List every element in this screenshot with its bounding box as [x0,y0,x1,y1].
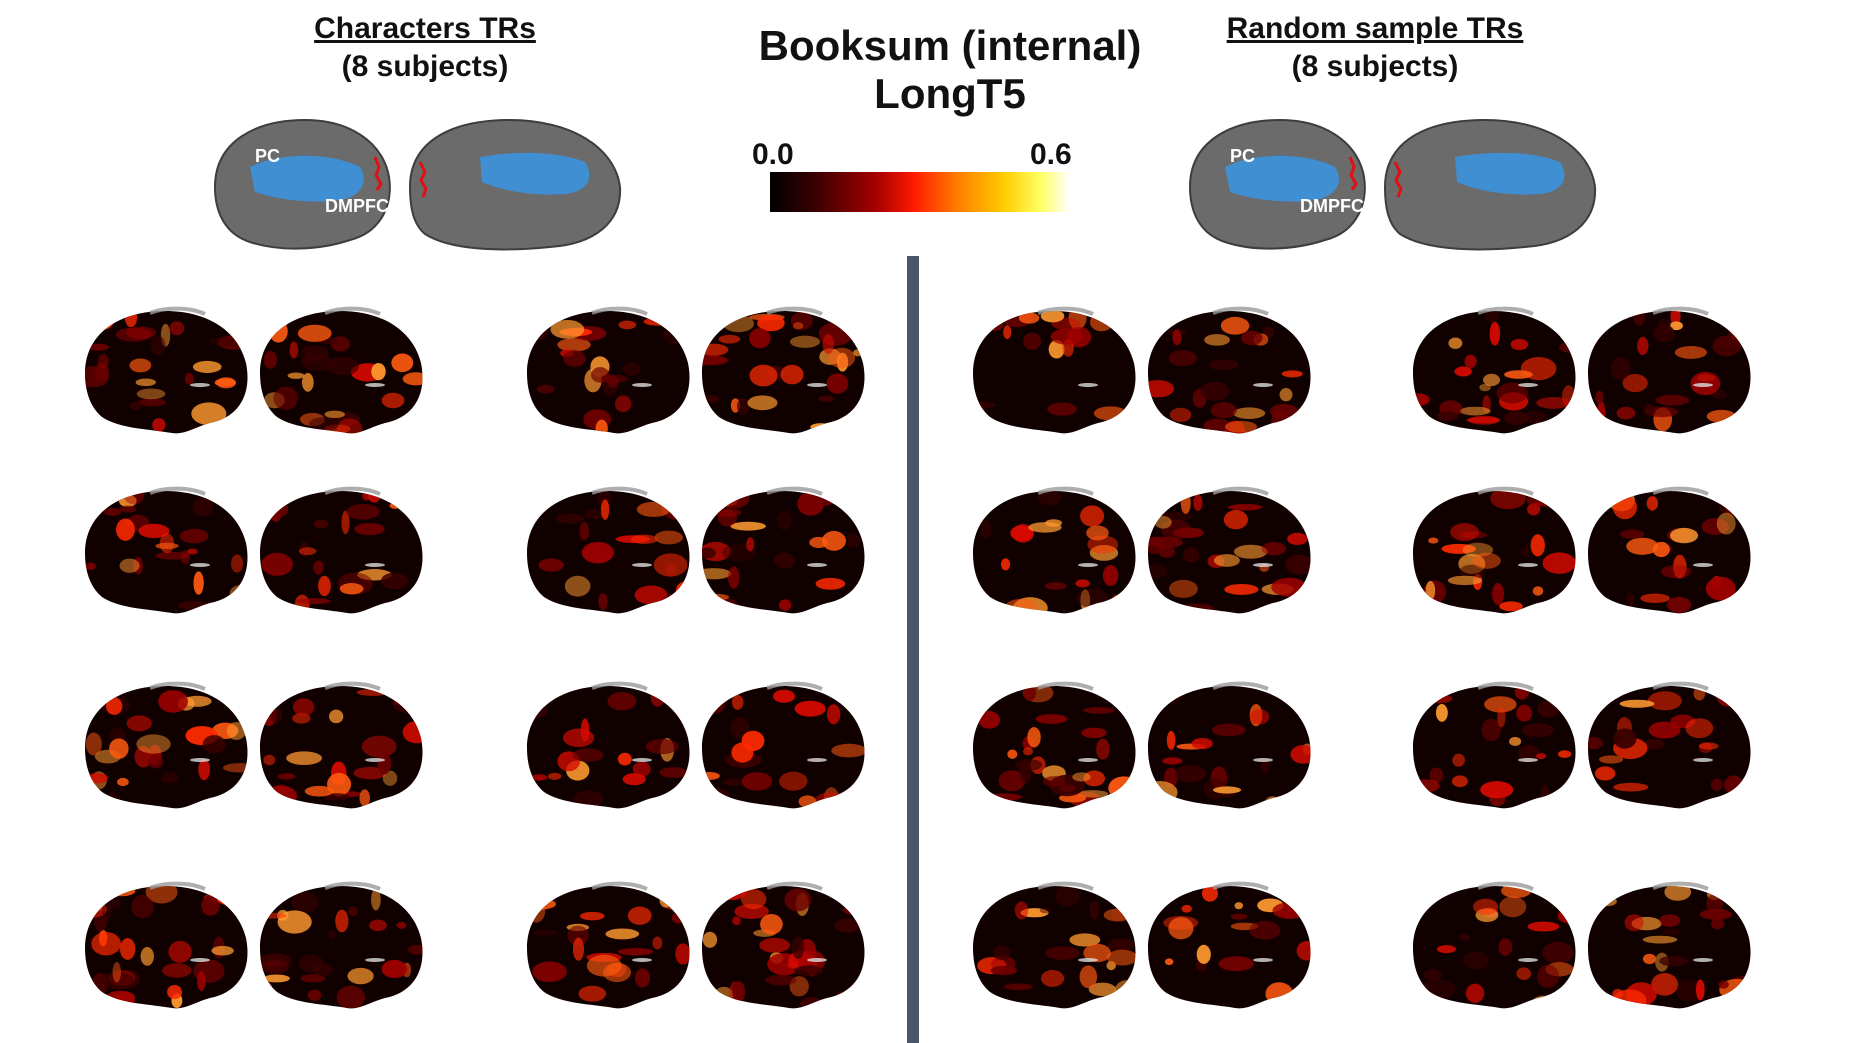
left-hemisphere [1413,881,1576,1009]
colorbar-min-label: 0.0 [752,138,794,171]
left-hemisphere [527,681,690,809]
right-hemisphere [1148,881,1311,1009]
left-hemisphere [973,486,1136,614]
left-hemisphere [973,881,1136,1009]
colorbar [770,172,1070,212]
right-hemisphere [260,681,423,809]
roi-label-dmpfc-left: DMPFC [325,196,389,216]
colorbar-max-label: 0.6 [1030,138,1072,171]
right-hemisphere [260,486,423,614]
subject-brain-map-panel1-3 [85,681,423,809]
right-hemisphere [260,306,423,434]
right-hemisphere [702,681,865,809]
right-panel-title: Random sample TRs [1226,12,1524,45]
right-hemisphere [1588,881,1751,1009]
left-hemisphere [85,681,248,809]
roi-left-hemisphere [1188,118,1366,250]
right-hemisphere [1148,486,1311,614]
subject-brain-map-panel1-7 [527,681,865,809]
right-hemisphere [702,881,865,1009]
right-hemisphere [1588,681,1751,809]
left-panel-title: Characters TRs [314,12,536,45]
subject-brain-map-panel2-4 [973,881,1311,1009]
left-hemisphere [1413,486,1576,614]
right-hemisphere [1588,306,1751,434]
left-hemisphere [85,306,248,434]
left-hemisphere [527,881,690,1009]
right-hemisphere [1588,486,1751,614]
roi-reference-brain-right: PC DMPFC [1188,118,1597,251]
left-hemisphere [527,306,690,434]
right-hemisphere [1148,306,1311,434]
subject-brain-map-panel1-2 [85,486,423,614]
figure-title-line2: LongT5 [874,70,1026,118]
left-hemisphere [527,486,690,614]
figure-title-line1: Booksum (internal) [758,22,1142,69]
subject-brain-map-panel2-1 [973,306,1311,434]
roi-label-pc-left: PC [255,146,280,166]
subject-brain-map-panel2-3 [973,681,1311,809]
subject-brain-map-panel1-4 [85,881,423,1009]
left-hemisphere [973,681,1136,809]
roi-reference-brain-left: PC DMPFC [213,118,622,251]
left-panel-subtitle: (8 subjects) [341,49,509,83]
left-hemisphere [1413,306,1576,434]
left-hemisphere [1413,681,1576,809]
subject-brain-map-panel1-1 [85,306,423,434]
subject-brain-map-panel2-6 [1413,486,1751,614]
left-hemisphere [973,306,1136,434]
subject-brain-map-panel2-7 [1413,681,1751,809]
subject-brain-map-panel2-5 [1413,306,1751,434]
subject-brain-map-panel1-5 [527,306,865,434]
roi-right-hemisphere [408,118,622,251]
right-panel-header: Random sample TRs (8 subjects) [1190,10,1560,85]
subject-brain-map-panel1-8 [527,881,865,1009]
right-hemisphere [260,881,423,1009]
roi-left-hemisphere [213,118,391,250]
right-hemisphere [702,486,865,614]
right-hemisphere [702,306,865,434]
roi-right-hemisphere [1383,118,1597,251]
panel-divider [907,256,919,1043]
right-hemisphere [1148,681,1311,809]
subject-brain-map-panel2-2 [973,486,1311,614]
left-panel-header: Characters TRs (8 subjects) [260,10,590,85]
figure-title: Booksum (internal) LongT5 [720,22,1180,119]
roi-label-dmpfc-right: DMPFC [1300,196,1364,216]
subject-brain-map-panel1-6 [527,486,865,614]
left-hemisphere [85,486,248,614]
right-panel-subtitle: (8 subjects) [1291,49,1459,83]
left-hemisphere [85,881,248,1009]
roi-label-pc-right: PC [1230,146,1255,166]
subject-brain-map-panel2-8 [1413,881,1751,1009]
